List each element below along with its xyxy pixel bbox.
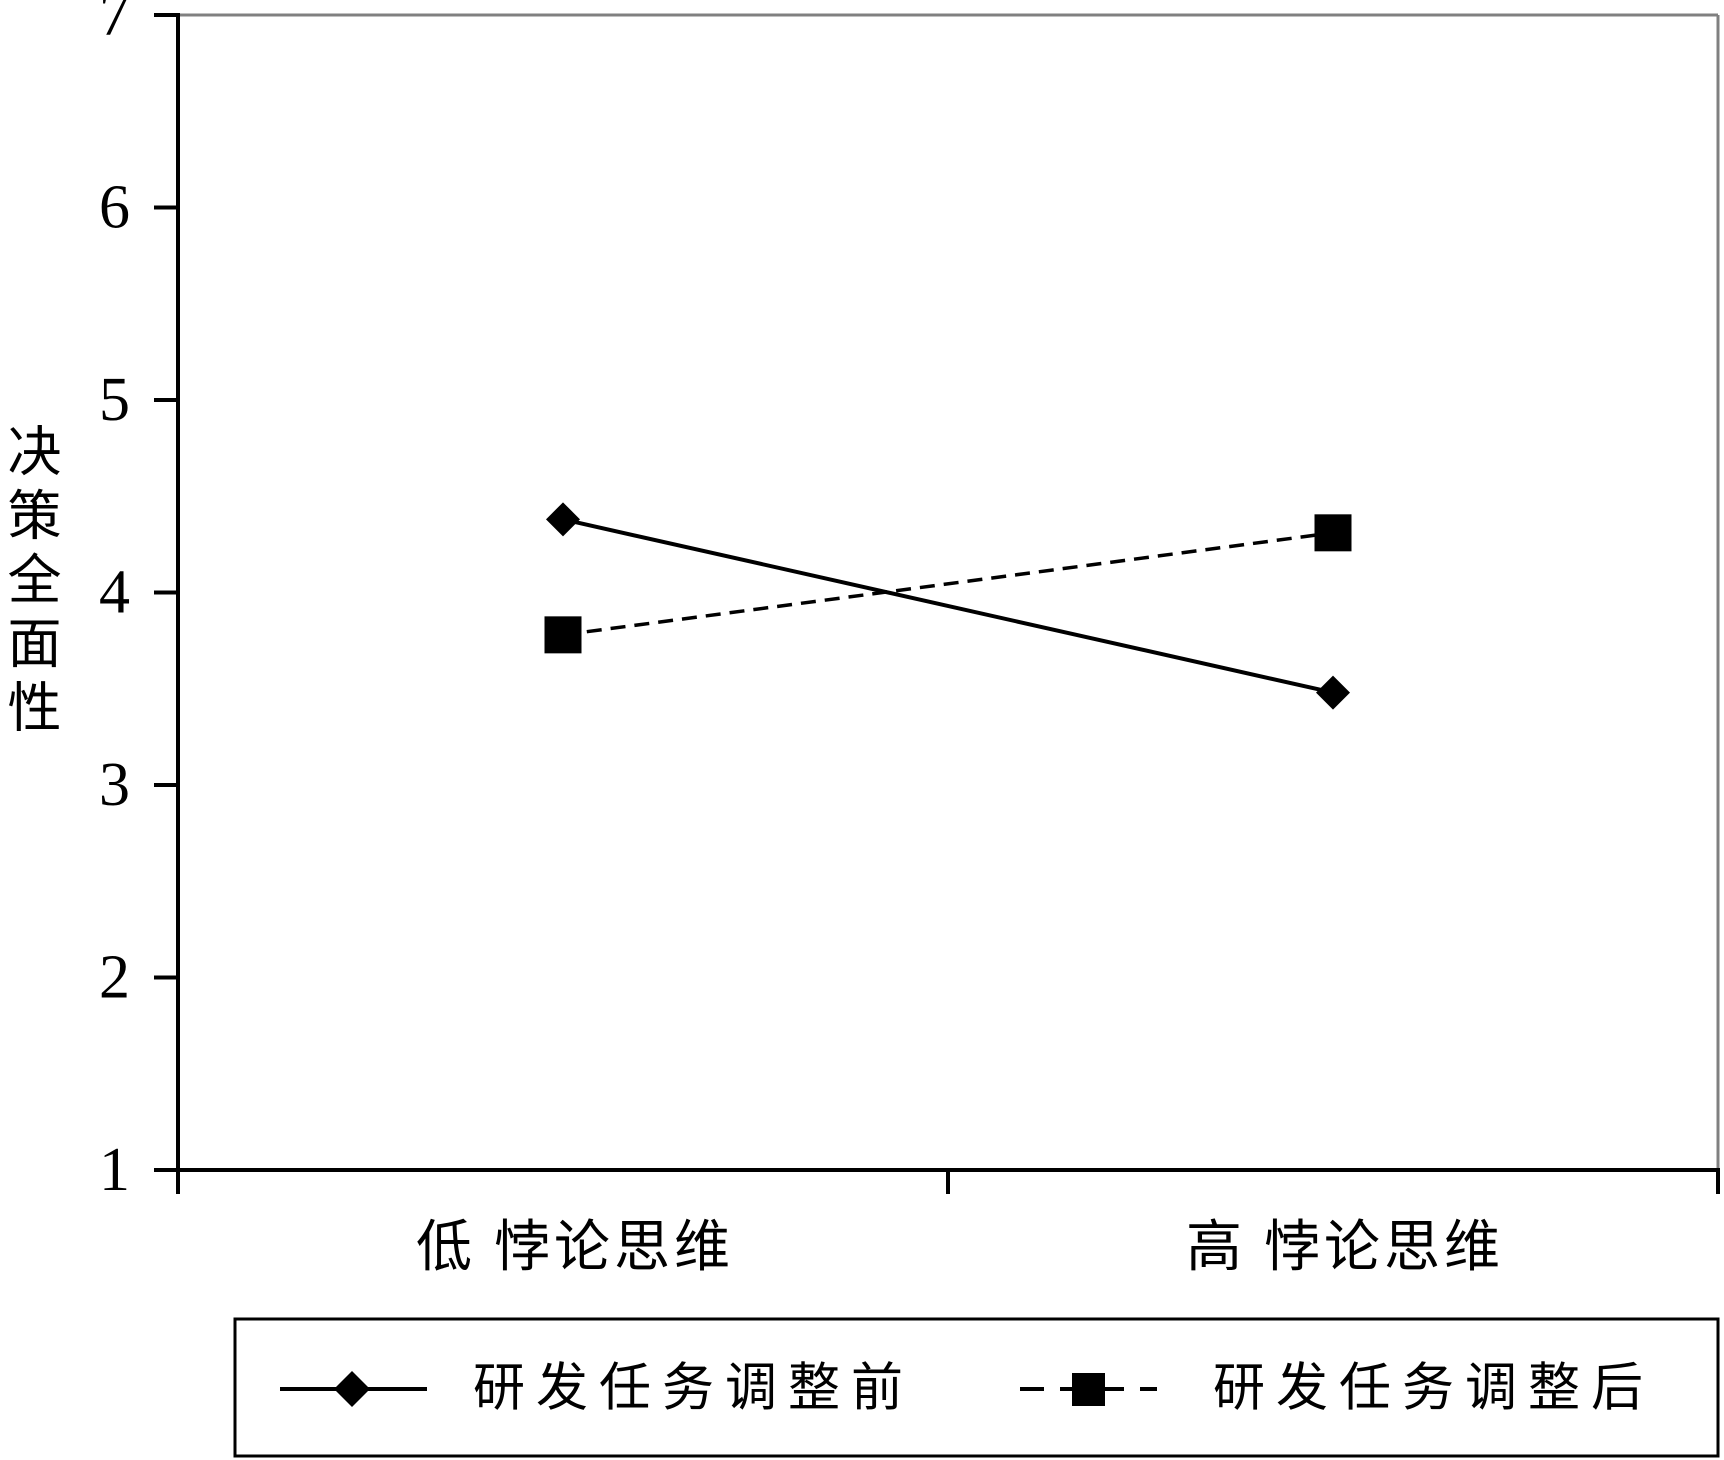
y-tick-label: 3 — [99, 751, 130, 819]
y-tick-label: 1 — [99, 1136, 130, 1204]
series-line — [562, 531, 1334, 637]
legend-item-after: 研发任务调整后 — [1020, 1361, 1654, 1418]
y-tick-label: 6 — [99, 174, 130, 242]
legend-diamond-marker — [334, 1371, 370, 1407]
x-category-label: 高 悖论思维 — [1186, 1217, 1504, 1279]
legend-label-after: 研发任务调整后 — [1213, 1361, 1654, 1418]
y-axis-title: 决策全面性 — [0, 423, 59, 743]
y-tick-label: 7 — [99, 0, 130, 49]
plot-frame — [176, 13, 1720, 1172]
legend: 研发任务调整前 研发任务调整后 — [233, 1317, 1720, 1458]
legend-item-before: 研发任务调整前 — [280, 1361, 914, 1418]
legend-square-marker — [1072, 1373, 1105, 1406]
series-diamond — [546, 502, 1350, 710]
data-point-square — [544, 616, 582, 654]
x-axis-ticks — [176, 1170, 1720, 1194]
data-point-square — [1314, 514, 1352, 552]
data-point-diamond — [546, 502, 580, 537]
x-axis-category-labels: 低 悖论思维 高 悖论思维 — [416, 1217, 1504, 1279]
data-point-diamond — [1316, 675, 1350, 710]
legend-label-before: 研发任务调整前 — [473, 1361, 914, 1418]
x-category-label: 低 悖论思维 — [416, 1217, 734, 1279]
y-tick-label: 5 — [99, 366, 130, 434]
series-line — [562, 517, 1334, 695]
legend-box — [233, 1317, 1720, 1458]
y-tick-label: 4 — [99, 559, 130, 627]
series-square — [544, 514, 1352, 654]
y-axis-ticks: 1 2 3 4 5 6 7 — [99, 0, 178, 1204]
y-tick-label: 2 — [99, 944, 130, 1012]
series-layer — [544, 502, 1352, 710]
